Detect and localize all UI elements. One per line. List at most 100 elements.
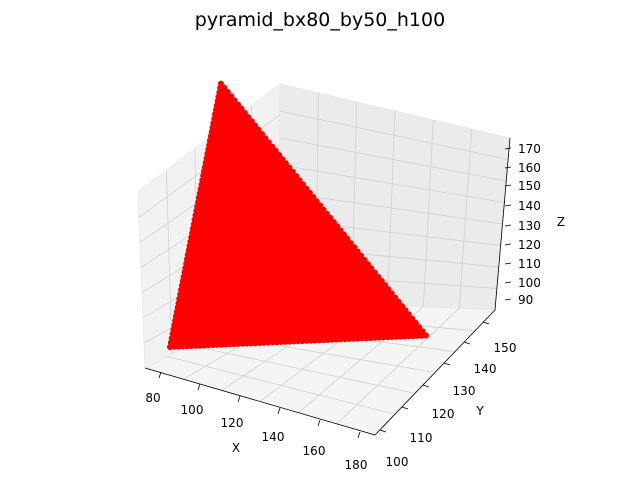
data-point [179,343,186,350]
data-point [388,334,395,340]
z-tick-label: 90 [518,293,533,307]
data-point [423,332,429,339]
data-point [324,336,331,343]
data-point [248,340,255,347]
data-point [333,336,340,343]
data-point [209,342,216,349]
data-point [192,342,199,349]
data-point [295,338,301,345]
x-tick-label: 180 [345,458,368,472]
data-point [359,335,365,342]
data-point [371,334,378,341]
data-point [376,334,383,341]
z-tick-label: 110 [518,257,541,271]
data-points [167,80,429,350]
data-point [346,335,353,342]
z-tick-label: 160 [518,161,541,175]
data-point [256,340,263,346]
x-axis-label: X [232,441,240,455]
x-axis-line [144,367,376,436]
z-tick-label: 170 [518,142,541,156]
z-tick-mark [504,224,512,227]
x-tick-label: 80 [145,391,160,405]
data-point [401,333,408,340]
y-axis-line [374,309,496,436]
z-tick-mark [504,147,512,150]
z-tick-label: 140 [518,199,541,213]
z-tick-mark [504,166,512,169]
z-axis-line [494,137,511,311]
y-tick-mark [422,384,430,388]
grid-line-left [166,170,173,355]
y-ticks: 100 110 120 130 140 150 [386,341,517,469]
data-point [337,336,344,343]
z-tick-label: 100 [518,276,541,290]
chart-title: pyramid_bx80_by50_h100 [195,9,445,31]
grid-line-back [458,128,473,309]
data-point [350,335,357,342]
x-tick-mark [158,371,162,379]
data-point [410,333,417,340]
z-ticks: 90 100 110 120 130 140 150 160 170 [518,142,541,307]
data-point [320,337,327,344]
y-tick-label: 140 [474,362,497,376]
data-point [397,333,404,340]
axis-lines [144,137,512,439]
y-tick-mark [443,362,451,366]
data-point [205,342,212,349]
data-point [363,335,370,342]
data-point [312,337,319,344]
data-point [286,338,293,345]
grid-line-back [387,110,396,306]
y-tick-mark [463,341,471,345]
x-tick-mark [237,395,241,403]
x-tick-label: 100 [181,403,204,417]
z-tick-mark [504,204,512,207]
y-tick-label: 120 [432,407,455,421]
z-tick-label: 150 [518,179,541,193]
y-tick-label: 100 [386,455,409,469]
y-tick-mark [401,406,409,410]
data-point [299,338,306,345]
z-tick-mark [504,243,512,246]
data-point [243,340,250,347]
x-tick-mark [317,419,321,427]
data-point [231,341,237,348]
z-tick-label: 120 [518,238,541,252]
x-tick-label: 140 [262,430,285,444]
data-point [282,338,289,345]
data-point [307,337,314,344]
x-tick-mark [197,383,201,391]
data-point [260,339,267,346]
data-point [222,341,229,348]
x-tick-mark [277,407,281,415]
data-point [171,343,178,350]
x-ticks: 80 100 120 140 160 180 [145,391,367,472]
y-tick-label: 110 [410,431,433,445]
data-point [273,339,280,346]
y-tick-label: 130 [453,384,476,398]
data-point [196,342,203,349]
z-tick-mark [504,262,512,265]
z-tick-label: 130 [518,219,541,233]
x-tick-label: 160 [303,444,326,458]
grid-line-back [422,119,434,307]
y-tick-mark [379,429,387,433]
z-axis-label: Z [557,215,565,229]
data-point [235,340,242,347]
data-point [218,341,225,348]
data-point [269,339,276,346]
z-tick-mark [504,298,512,301]
z-tick-mark [504,281,512,284]
data-point [414,332,421,339]
z-tick-mark [504,184,512,187]
x-tick-mark [357,431,361,439]
y-tick-mark [482,321,490,325]
data-point [167,344,173,350]
y-tick-label: 150 [494,341,517,355]
data-point [184,343,191,350]
x-tick-label: 120 [221,416,244,430]
data-point [384,334,391,341]
